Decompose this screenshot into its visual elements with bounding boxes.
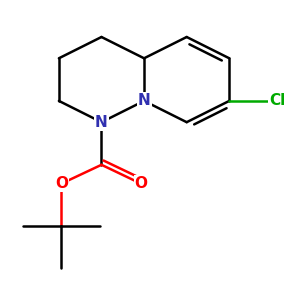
Text: N: N — [138, 93, 151, 108]
Text: O: O — [55, 176, 68, 191]
Text: Cl: Cl — [269, 93, 286, 108]
Text: O: O — [135, 176, 148, 191]
Text: N: N — [95, 115, 108, 130]
